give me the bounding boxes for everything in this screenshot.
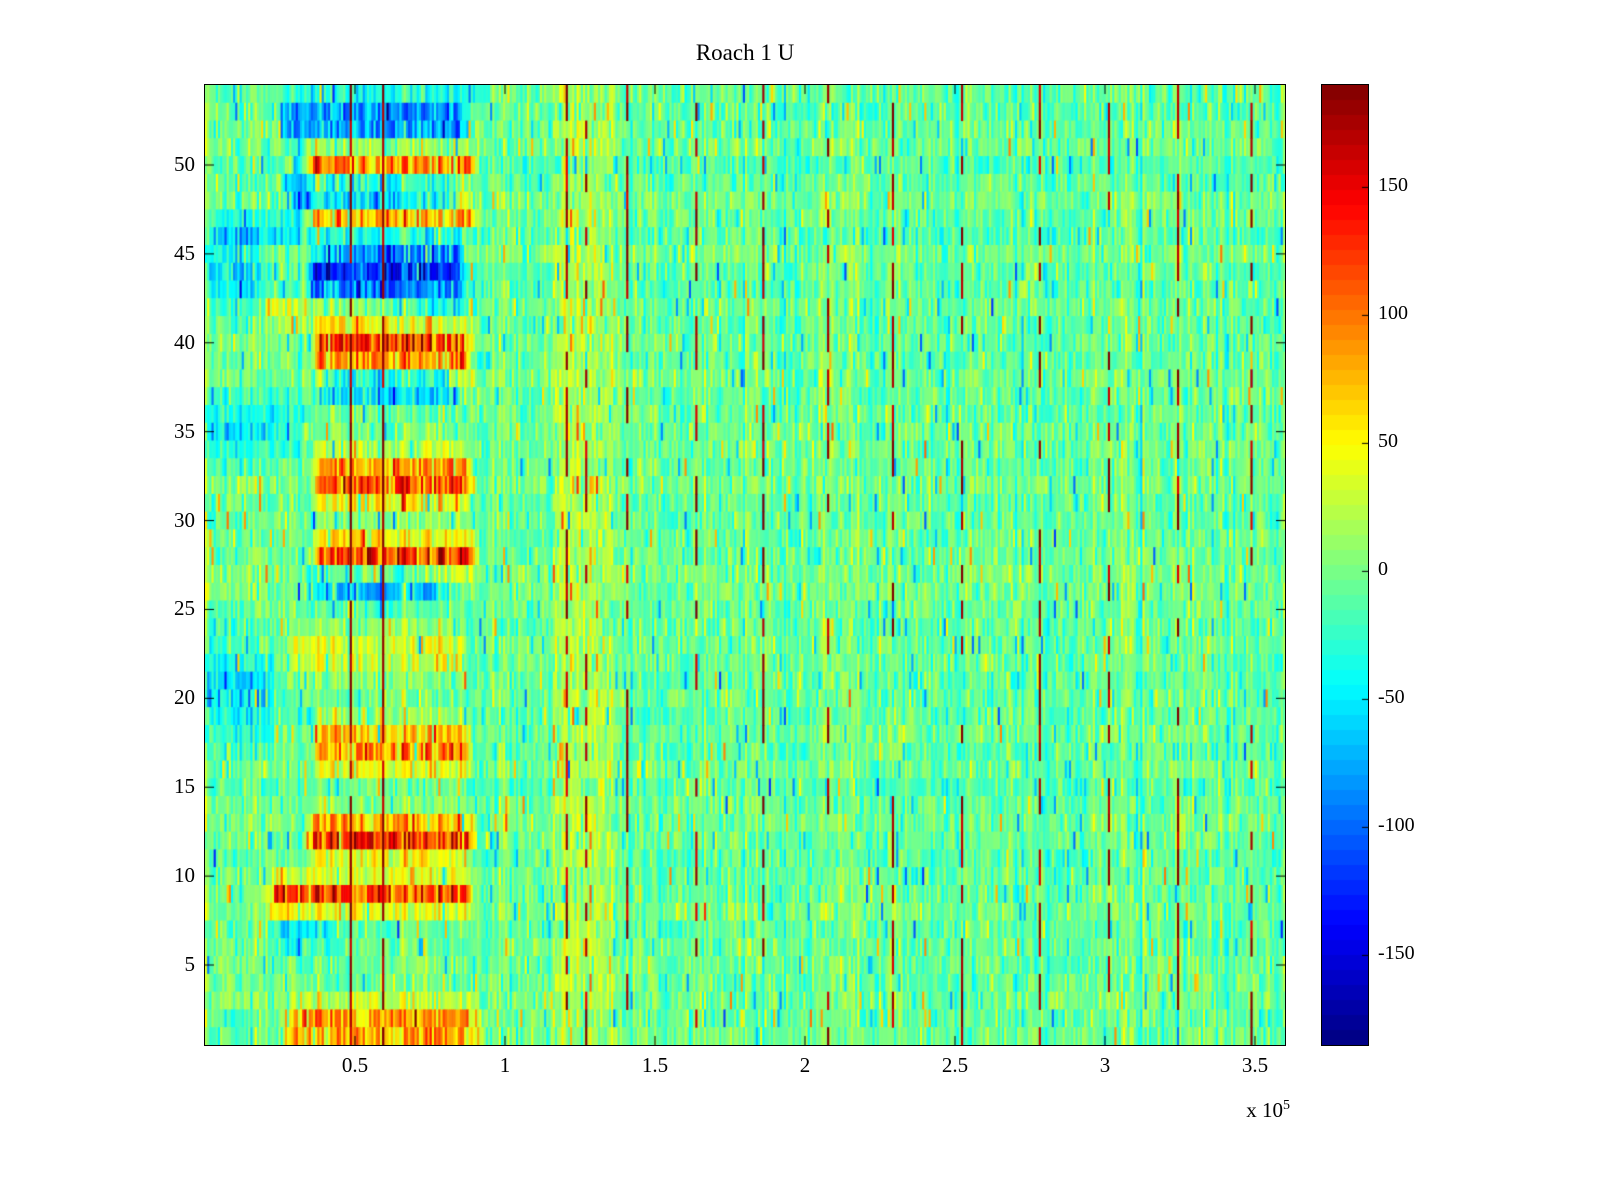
colorbar-canvas [1321, 84, 1369, 1046]
x-tick-label: 1.5 [641, 1053, 669, 1077]
x-tick-label: 1 [499, 1053, 511, 1077]
x-tick-label: 3 [1099, 1053, 1111, 1077]
colorbar-tick-label: -50 [1378, 686, 1405, 709]
x-tick-label: 3.5 [1241, 1053, 1269, 1077]
colorbar-tick-label: -150 [1378, 942, 1415, 965]
x-tick-label: 2 [799, 1053, 811, 1077]
y-tick-label: 35 [174, 418, 195, 443]
y-tick-label: 40 [174, 329, 195, 354]
chart-title: Roach 1 U [695, 40, 795, 65]
y-tick-label: 20 [174, 685, 195, 710]
colorbar-tick-label: 150 [1378, 174, 1408, 197]
x-tick-label: 2.5 [941, 1053, 969, 1077]
y-tick-label: 45 [174, 240, 195, 265]
x-scale-base: x 10 [1246, 1098, 1283, 1122]
y-tick-label: 50 [174, 152, 195, 176]
y-tick-label: 25 [174, 596, 195, 621]
heatmap-canvas [204, 84, 1286, 1046]
y-tick-label: 5 [184, 952, 196, 976]
y-tick-label: 15 [174, 774, 195, 799]
x-axis-scale-label: x 105 [1130, 1098, 1290, 1123]
colorbar-tick-label: -100 [1378, 814, 1415, 837]
x-scale-exponent: 5 [1283, 1098, 1290, 1113]
colorbar-tick-label: 50 [1378, 430, 1398, 453]
x-tick-label: 0.5 [341, 1053, 369, 1077]
colorbar-tick-label: 100 [1378, 302, 1408, 325]
y-tick-label: 30 [174, 507, 195, 532]
y-tick-label: 10 [174, 863, 195, 888]
colorbar-tick-label: 0 [1378, 558, 1388, 581]
